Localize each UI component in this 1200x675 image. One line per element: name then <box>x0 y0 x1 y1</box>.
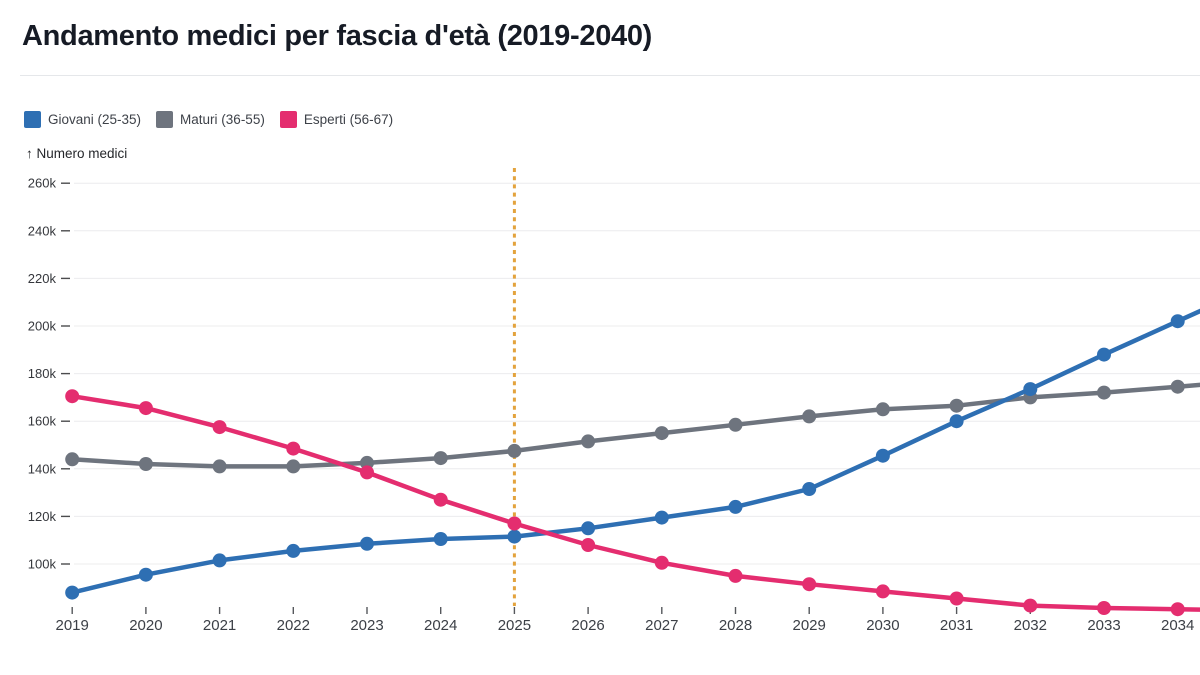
data-point-giovani-2023[interactable] <box>360 536 374 551</box>
series-line-giovani <box>69 308 1200 595</box>
y-tick-label-180k: 180k <box>28 366 57 381</box>
y-tick-label-140k: 140k <box>28 461 57 476</box>
data-point-maturi-2028[interactable] <box>728 417 743 432</box>
x-tick-label-2025: 2025 <box>498 617 531 634</box>
data-point-maturi-2024[interactable] <box>433 451 448 466</box>
legend-swatch-maturi <box>156 111 174 128</box>
data-point-maturi-2026[interactable] <box>581 434 596 449</box>
y-tick-label-220k: 220k <box>28 271 57 286</box>
y-tick-label-240k: 240k <box>28 223 57 238</box>
x-tick-label-2031: 2031 <box>940 617 973 634</box>
legend-swatch-esperti <box>279 111 297 128</box>
data-point-giovani-2026[interactable] <box>581 521 596 536</box>
y-tick-label-100k: 100k <box>28 557 57 572</box>
data-point-esperti-2034[interactable] <box>1170 602 1185 617</box>
data-point-esperti-2025[interactable] <box>507 516 522 531</box>
x-tick-label-2026: 2026 <box>571 617 604 634</box>
data-point-esperti-2019[interactable] <box>65 389 80 404</box>
x-tick-label-2022: 2022 <box>277 617 310 634</box>
x-tick-label-2034: 2034 <box>1161 617 1194 634</box>
data-point-esperti-2020[interactable] <box>138 401 153 416</box>
data-point-giovani-2024[interactable] <box>433 532 448 546</box>
legend-item-giovani[interactable]: Giovani (25-35) <box>24 111 141 128</box>
data-point-esperti-2023[interactable] <box>360 465 374 480</box>
x-tick-label-2030: 2030 <box>866 617 899 634</box>
data-point-maturi-2031[interactable] <box>949 398 964 413</box>
x-tick-label-2024: 2024 <box>424 617 457 634</box>
data-point-giovani-2031[interactable] <box>949 414 964 429</box>
x-tick-label-2027: 2027 <box>645 617 678 634</box>
data-point-maturi-2030[interactable] <box>875 402 890 417</box>
data-point-giovani-2019[interactable] <box>65 585 80 600</box>
data-point-esperti-2026[interactable] <box>581 538 596 552</box>
x-tick-label-2029: 2029 <box>793 617 826 634</box>
data-point-esperti-2029[interactable] <box>802 577 817 592</box>
data-point-esperti-2021[interactable] <box>212 420 227 435</box>
x-tick-label-2021: 2021 <box>203 617 236 634</box>
legend-label-maturi: Maturi (36-55) <box>180 112 265 127</box>
data-point-giovani-2020[interactable] <box>138 567 153 582</box>
data-point-esperti-2028[interactable] <box>728 568 743 583</box>
data-point-maturi-2034[interactable] <box>1170 379 1185 394</box>
data-point-maturi-2027[interactable] <box>654 426 669 441</box>
y-tick-label-120k: 120k <box>28 509 57 524</box>
data-point-maturi-2029[interactable] <box>802 409 817 424</box>
data-point-giovani-2021[interactable] <box>212 553 227 568</box>
header-divider <box>20 75 1200 76</box>
legend-item-esperti[interactable]: Esperti (56-67) <box>279 111 394 128</box>
data-point-giovani-2025[interactable] <box>507 529 522 544</box>
data-point-giovani-2030[interactable] <box>875 448 890 463</box>
data-point-giovani-2033[interactable] <box>1097 347 1111 362</box>
data-point-esperti-2033[interactable] <box>1097 601 1111 615</box>
legend-item-maturi[interactable]: Maturi (36-55) <box>156 111 265 128</box>
series-line-esperti <box>69 393 1200 612</box>
x-tick-label-2032: 2032 <box>1014 617 1047 634</box>
y-tick-label-260k: 260k <box>28 176 57 191</box>
data-point-esperti-2022[interactable] <box>286 441 301 456</box>
chart-legend: Giovani (25-35) Maturi (36-55) Esperti (56… <box>24 111 393 128</box>
x-tick-label-2023: 2023 <box>350 617 383 634</box>
data-point-maturi-2025[interactable] <box>507 443 522 458</box>
data-point-esperti-2024[interactable] <box>433 492 448 507</box>
data-point-giovani-2022[interactable] <box>286 543 301 558</box>
x-tick-label-2028: 2028 <box>719 617 752 634</box>
data-point-giovani-2034[interactable] <box>1170 314 1185 329</box>
legend-label-giovani: Giovani (25-35) <box>48 112 142 127</box>
data-point-esperti-2032[interactable] <box>1023 598 1038 613</box>
data-point-maturi-2021[interactable] <box>212 459 227 474</box>
y-tick-label-200k: 200k <box>28 319 57 334</box>
data-point-esperti-2030[interactable] <box>875 584 890 599</box>
data-point-esperti-2027[interactable] <box>654 555 669 570</box>
page-title: Andamento medici per fascia d'età (2019-… <box>22 20 653 52</box>
data-point-giovani-2027[interactable] <box>654 510 669 525</box>
y-tick-label-160k: 160k <box>28 414 57 429</box>
data-point-maturi-2020[interactable] <box>138 457 153 471</box>
data-point-maturi-2022[interactable] <box>286 459 301 474</box>
x-tick-label-2033: 2033 <box>1087 617 1120 634</box>
data-point-esperti-2031[interactable] <box>949 591 964 606</box>
y-axis-title: ↑ Numero medici <box>26 146 128 161</box>
legend-swatch-giovani <box>24 111 41 128</box>
data-point-maturi-2033[interactable] <box>1097 385 1111 400</box>
x-tick-label-2020: 2020 <box>129 617 162 634</box>
data-point-giovani-2029[interactable] <box>802 482 817 496</box>
legend-label-esperti: Esperti (56-67) <box>303 112 394 127</box>
x-tick-label-2019: 2019 <box>56 617 89 634</box>
data-point-giovani-2032[interactable] <box>1023 382 1038 397</box>
data-point-giovani-2028[interactable] <box>728 499 743 514</box>
data-point-maturi-2019[interactable] <box>65 452 80 467</box>
